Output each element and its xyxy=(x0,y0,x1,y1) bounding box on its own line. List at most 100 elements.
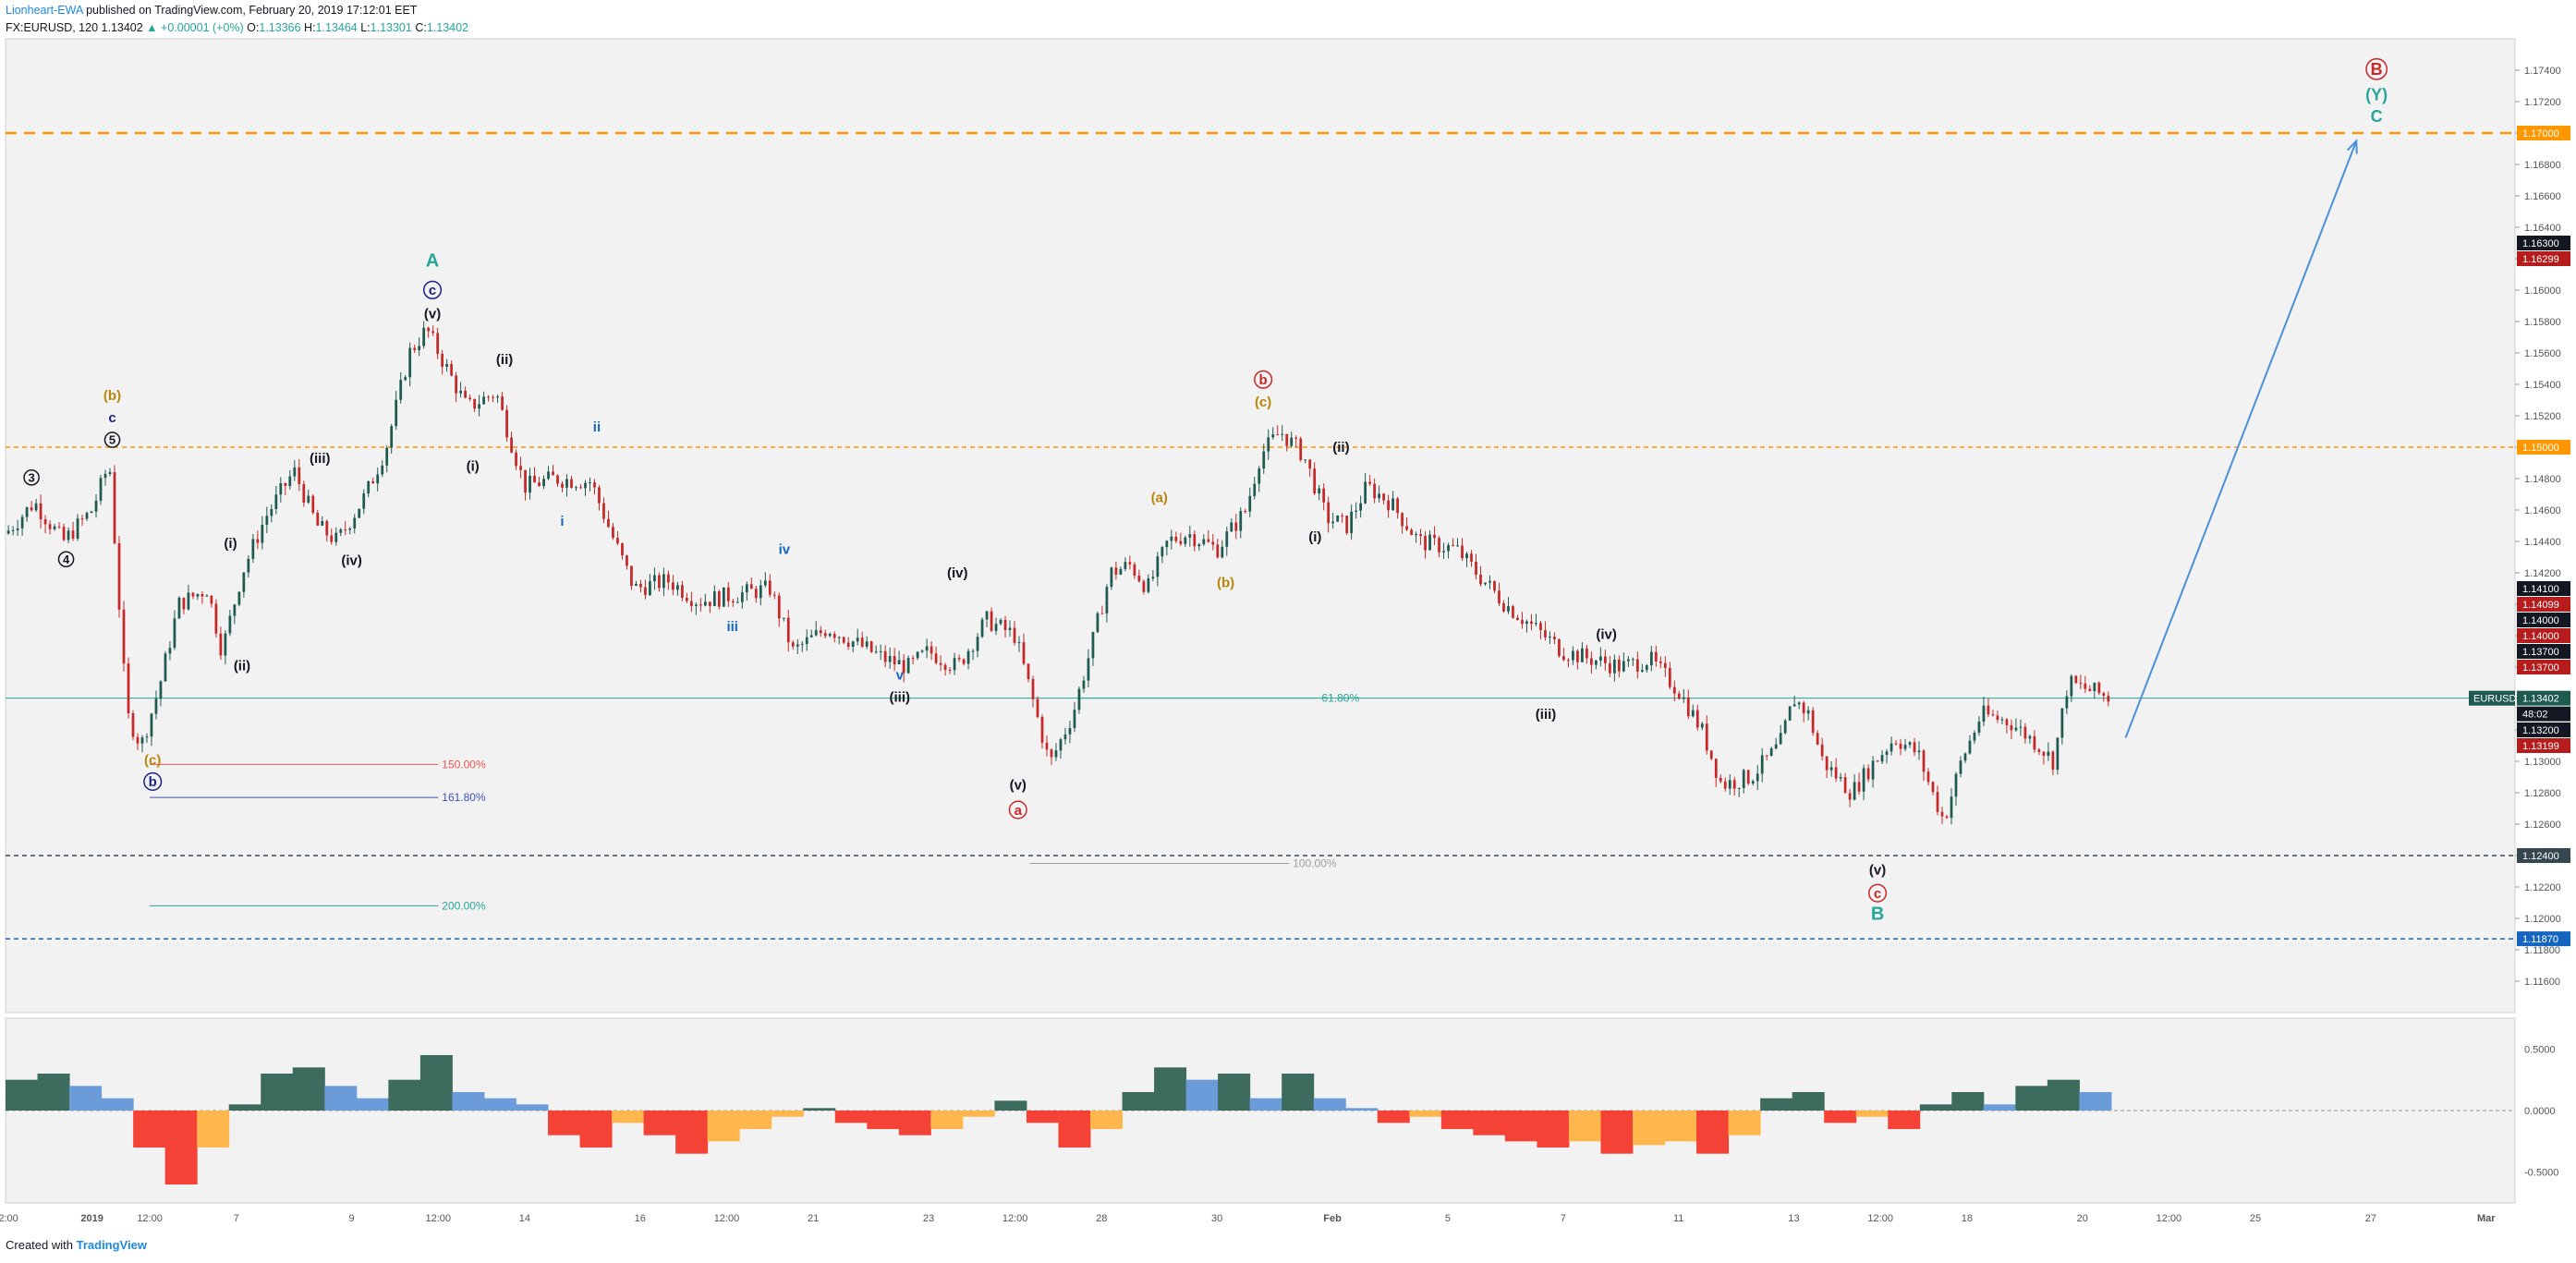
candle-body xyxy=(976,637,979,651)
candle-body xyxy=(1452,545,1454,547)
candle-body xyxy=(371,481,375,484)
candle-body xyxy=(395,399,398,427)
candle-body xyxy=(902,660,905,674)
candle-body xyxy=(971,650,975,652)
candle-body xyxy=(2033,735,2036,750)
candle-body xyxy=(777,595,781,619)
symbol-label[interactable]: FX:EURUSD, 120 xyxy=(6,21,99,34)
candle-body xyxy=(150,713,153,737)
last-price: 1.13402 xyxy=(101,21,143,34)
wave-label: c xyxy=(429,283,436,298)
candle-body xyxy=(786,617,790,643)
y-axis-tick-label: 1.15600 xyxy=(2524,348,2561,359)
oscillator-bar xyxy=(2015,1086,2048,1111)
candle-body xyxy=(1829,767,1833,771)
candle-body xyxy=(1792,704,1796,707)
candle-body xyxy=(413,347,417,350)
candle-body xyxy=(1595,661,1598,665)
candle-body xyxy=(1695,710,1699,728)
candle-body xyxy=(30,507,33,511)
candle-body xyxy=(782,617,785,619)
candle-body xyxy=(1586,648,1588,659)
oscillator-bar xyxy=(1313,1098,1346,1111)
candle-body xyxy=(1572,650,1574,661)
level-price-tag xyxy=(2517,931,2570,947)
y-axis-tick-label: 1.13000 xyxy=(2524,757,2561,768)
y-axis-tick-label: 1.12200 xyxy=(2524,882,2561,893)
time-axis-label: 20 xyxy=(2077,1213,2088,1224)
candle-body xyxy=(584,482,587,489)
candle-body xyxy=(187,592,190,610)
candle-body xyxy=(67,530,70,540)
candle-body xyxy=(2042,751,2046,756)
candle-body xyxy=(667,574,670,583)
oscillator-bar xyxy=(1282,1074,1315,1111)
candle-body xyxy=(689,601,693,606)
candle-body xyxy=(492,396,494,398)
author-link[interactable]: Lionheart-EWA xyxy=(6,4,83,17)
oscillator-bar xyxy=(1504,1111,1537,1142)
candle-body xyxy=(1507,606,1510,612)
level-price-label: 1.17000 xyxy=(2522,128,2559,140)
candle-body xyxy=(1922,750,1926,772)
candle-body xyxy=(1820,744,1824,757)
time-axis-label: 7 xyxy=(1561,1213,1566,1224)
candle-body xyxy=(1239,511,1243,531)
candle-body xyxy=(930,646,933,654)
chart-canvas[interactable]: 1.11600 1.11800 1.12000 1.12200 1.12400 1.126… xyxy=(0,37,2576,1233)
candle-body xyxy=(1461,545,1464,559)
candle-body xyxy=(450,364,454,376)
wave-label: (i) xyxy=(467,459,480,475)
oscillator-pane[interactable]: 0.5000 0.0000 -0.5000 xyxy=(5,1017,2558,1204)
wave-label: (iv) xyxy=(1596,626,1617,642)
candle-body xyxy=(404,377,407,381)
candle-body xyxy=(122,609,126,664)
candle-body xyxy=(630,565,633,586)
oscillator-bar xyxy=(483,1098,516,1111)
y-axis-tick-label: 1.12000 xyxy=(2524,914,2561,925)
candle-body xyxy=(1862,768,1865,792)
candle-body xyxy=(1488,580,1491,583)
wave-label: c xyxy=(1874,886,1881,902)
candle-body xyxy=(1008,627,1012,631)
candle-body xyxy=(1603,656,1607,663)
candle-body xyxy=(334,532,338,542)
tradingview-logo[interactable]: TradingView xyxy=(76,1238,147,1252)
candle-body xyxy=(1271,434,1275,438)
candle-body xyxy=(284,482,287,487)
price-pane[interactable]: 1.11600 1.11800 1.12000 1.12200 1.12400 1.126… xyxy=(5,38,2570,1014)
candle-body xyxy=(136,736,140,744)
candle-body xyxy=(2097,682,2101,694)
oscillator-bar xyxy=(1409,1111,1442,1117)
y-axis-tick-label: 1.16000 xyxy=(2524,285,2561,297)
level-price-tag xyxy=(2517,126,2570,140)
candle-body xyxy=(1424,536,1427,551)
candle-body xyxy=(1160,547,1164,557)
candle-body xyxy=(1378,493,1380,499)
oscillator-bar xyxy=(1058,1111,1091,1148)
candle-body xyxy=(1258,468,1261,484)
candle-body xyxy=(1077,688,1081,710)
time-axis-label: 27 xyxy=(2365,1213,2376,1224)
candle-body xyxy=(1742,770,1745,788)
candle-body xyxy=(1539,623,1542,631)
time-axis[interactable]: 12:00 2019 12:00 7 9 12:00 14 16 12:00 21 23 12:00 2… xyxy=(0,1213,2496,1224)
candle-body xyxy=(1036,698,1039,718)
candle-body xyxy=(800,643,804,645)
alert-price-tag xyxy=(2517,613,2570,627)
candle-body xyxy=(1894,743,1898,745)
candle-body xyxy=(1442,551,1445,553)
candle-body xyxy=(2000,719,2004,721)
candle-body xyxy=(1649,651,1653,666)
oscillator-bar xyxy=(1090,1111,1124,1129)
alert-price-label: 1.13199 xyxy=(2522,741,2559,752)
candle-body xyxy=(1746,770,1750,784)
candle-body xyxy=(1889,743,1893,752)
candle-body xyxy=(330,535,334,542)
candle-body xyxy=(348,528,352,530)
candle-body xyxy=(515,452,517,467)
candle-body xyxy=(2065,696,2069,709)
candle-body xyxy=(893,656,896,665)
candle-body xyxy=(381,465,384,475)
alert-price-tag xyxy=(2517,660,2570,674)
